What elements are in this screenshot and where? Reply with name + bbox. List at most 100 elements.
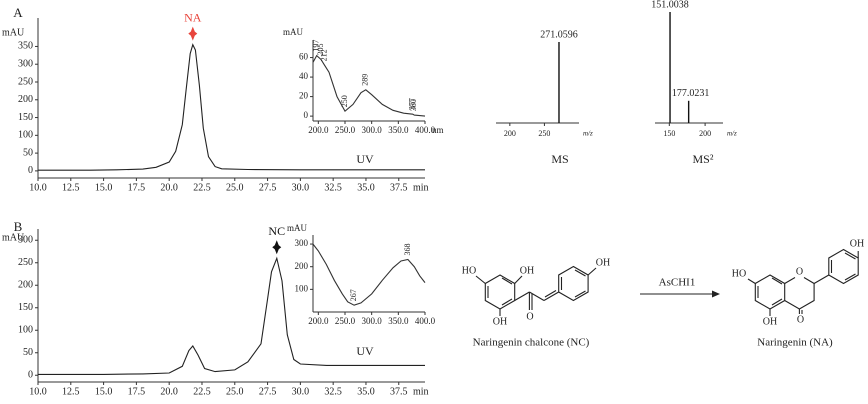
x-tick-label: 150 xyxy=(663,129,675,138)
x-axis-title: nm xyxy=(432,125,444,135)
x-tick-label: 200 xyxy=(699,129,711,138)
bond xyxy=(543,291,559,301)
y-axis-title: mAU xyxy=(2,27,25,38)
bond xyxy=(574,269,586,277)
x-tick-label: 37.5 xyxy=(390,182,408,193)
bond xyxy=(574,290,586,298)
x-tick-label: 300.0 xyxy=(362,125,383,135)
bond xyxy=(514,291,530,301)
peak-mz-label: 177.0231 xyxy=(672,88,710,99)
ring xyxy=(754,274,786,310)
atom-label: OH xyxy=(520,265,534,276)
ring xyxy=(558,265,589,302)
bond xyxy=(784,277,796,284)
compound-name: Naringenin chalcone (NC) xyxy=(473,337,590,349)
y-tick-label: 200 xyxy=(18,94,33,105)
x-tick-label: 200.0 xyxy=(308,316,329,326)
x-tick-label: 30.0 xyxy=(292,182,310,193)
y-tick-label: 250 xyxy=(18,76,33,87)
x-tick-label: 27.5 xyxy=(259,182,277,193)
y-tick-label: 150 xyxy=(18,112,33,123)
x-tick-label: 32.5 xyxy=(324,182,342,193)
y-tick-label: 100 xyxy=(18,130,33,141)
trace xyxy=(38,256,425,375)
x-tick-label: 250.0 xyxy=(335,316,356,326)
atom-label: HO xyxy=(462,265,476,276)
trace xyxy=(312,243,426,306)
bond xyxy=(844,273,856,281)
bond xyxy=(544,290,557,298)
y-axis-title: mAU xyxy=(283,27,304,37)
peak-star xyxy=(272,240,282,255)
y-tick-label: 60 xyxy=(299,52,309,62)
bond xyxy=(529,291,545,301)
peak-mz-label: 151.0038 xyxy=(651,0,689,10)
trace xyxy=(38,43,425,171)
x-tick-label: 15.0 xyxy=(95,182,113,193)
bond xyxy=(501,277,513,285)
peak-label: 197 xyxy=(312,40,321,52)
y-tick-label: 50 xyxy=(23,147,33,158)
atom-label: HO xyxy=(732,268,746,279)
x-tick-label: 15.0 xyxy=(95,386,113,397)
peak-label: 380 xyxy=(409,99,418,111)
trace xyxy=(312,54,426,117)
bond xyxy=(475,275,486,284)
x-axis-title: min xyxy=(413,386,429,397)
ring xyxy=(484,274,516,310)
peak-label: 250 xyxy=(340,95,349,107)
y-tick-label: 100 xyxy=(295,283,309,293)
y-tick-label: 300 xyxy=(18,59,33,70)
enzyme-label: AsCHI1 xyxy=(659,277,696,289)
x-tick-label: 200 xyxy=(504,129,516,138)
y-tick-label: 150 xyxy=(18,302,33,313)
peak-label: 289 xyxy=(361,74,370,86)
ring xyxy=(828,248,859,285)
ring xyxy=(784,277,815,310)
y-tick-label: 0 xyxy=(28,165,33,176)
x-tick-label: 37.5 xyxy=(390,386,408,397)
peak-annotation: NC xyxy=(268,224,285,238)
peak-label: 267 xyxy=(349,289,358,301)
x-tick-label: 17.5 xyxy=(128,386,146,397)
y-axis-title: mAU xyxy=(2,232,25,243)
y-tick-label: 20 xyxy=(299,91,309,101)
y-tick-label: 200 xyxy=(295,261,309,271)
x-axis-title: m/z xyxy=(727,130,737,138)
x-tick-label: 200.0 xyxy=(308,125,329,135)
atom-label: OH xyxy=(850,238,864,249)
atom-label: OH xyxy=(493,316,507,327)
x-tick-label: 12.5 xyxy=(62,182,80,193)
peak-star xyxy=(188,26,198,41)
x-tick-label: 10.0 xyxy=(29,182,47,193)
caption: MS xyxy=(551,152,568,166)
x-tick-label: 10.0 xyxy=(29,386,47,397)
x-tick-label: 300.0 xyxy=(362,316,383,326)
y-tick-label: 50 xyxy=(23,347,33,358)
x-axis-title: min xyxy=(413,182,429,193)
bond xyxy=(844,252,856,260)
x-tick-label: 400.0 xyxy=(415,125,436,135)
y-tick-label: 300 xyxy=(295,238,309,248)
y-axis-title: mAU xyxy=(287,223,308,233)
x-tick-label: 250.0 xyxy=(335,125,356,135)
x-tick-label: 35.0 xyxy=(357,386,375,397)
x-tick-label: 20.0 xyxy=(160,182,178,193)
x-tick-label: 22.5 xyxy=(193,182,211,193)
panel-label: B xyxy=(14,219,23,234)
x-tick-label: 12.5 xyxy=(62,386,80,397)
peak-label: 377 xyxy=(408,98,417,110)
reactant-structure: HO OH OH O OH xyxy=(462,257,610,327)
caption: MS² xyxy=(693,152,714,166)
atom-label: OH xyxy=(596,257,610,268)
bond xyxy=(813,274,830,284)
x-tick-label: 32.5 xyxy=(324,386,342,397)
x-tick-label: 35.0 xyxy=(357,182,375,193)
bond xyxy=(587,267,597,276)
bond xyxy=(771,277,783,285)
atom-label: OH xyxy=(763,316,777,327)
y-tick-label: 300 xyxy=(18,235,33,246)
atom-label: O xyxy=(796,266,803,277)
